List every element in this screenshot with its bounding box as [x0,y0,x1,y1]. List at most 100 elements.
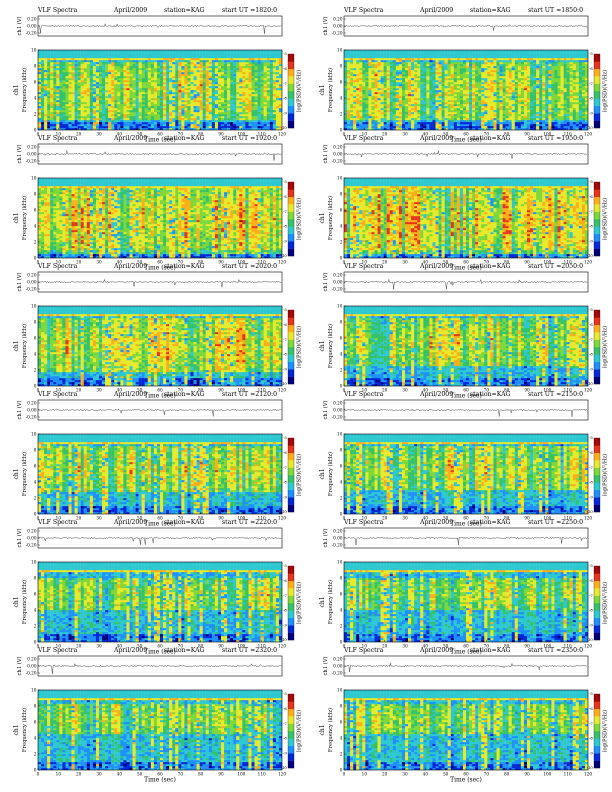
spectrogram-cell [169,56,173,59]
spectrogram-cell [92,122,97,125]
spectrogram-cell [575,104,579,107]
spectrogram-cell [47,66,51,69]
spectrogram-cell [153,62,158,65]
spectrogram-cell [202,80,206,83]
spectrogram-cell [202,120,206,123]
spectrogram-cell [450,98,454,101]
spectrogram-cell [254,82,258,85]
spectrogram-cell [517,108,522,111]
spectrogram-cell [71,62,75,65]
spectrogram-cell [95,56,100,59]
spectrogram-cell [59,116,63,119]
spectrogram-cell [251,62,255,65]
spectrogram-cell [447,114,451,117]
spectrogram-cell [260,120,264,123]
spectrogram-cell [214,104,219,107]
spectrogram-cell [239,56,243,59]
spectrogram-cell [420,88,424,91]
spectrogram-cell [123,118,127,121]
spectrogram-cell [257,76,261,79]
spectrogram-cell [169,84,173,87]
spectrogram-cell [469,104,473,107]
spectrogram-cell [542,88,546,91]
spectrogram-cell [278,58,282,61]
spectrogram-cell [242,54,246,57]
spectrogram-cell [514,112,518,115]
spectrogram-cell [190,124,194,127]
spectrogram-cell [554,126,558,129]
spectrogram-cell [272,78,277,81]
spectrogram-cell [444,122,448,125]
spectrogram-cell [447,88,451,91]
spectrogram-cell [380,114,384,117]
spectrogram-cell [123,70,127,73]
spectrogram-cell [398,118,403,121]
spectrogram-cell [199,84,203,87]
spectrogram-cell [344,126,348,129]
spectrogram-cell [74,74,78,77]
spectrogram-cell [156,104,161,107]
spectrogram-cell [450,108,454,111]
spectrogram-cell [269,82,273,85]
spectrogram-cell [138,54,142,57]
spectrogram-cell [193,52,197,55]
spectrogram-cell [248,82,252,85]
spectrogram-cell [578,122,583,125]
spectrogram-cell [254,120,258,123]
spectrogram-cell [62,112,66,115]
spectrogram-cell [221,70,225,73]
spectrogram-cell [236,104,240,107]
spectrogram-cell [156,64,161,67]
spectrogram-cell [263,72,267,75]
spectrogram-cell [147,94,151,97]
spectrogram-cell [163,72,167,75]
spectrogram-cell [251,98,255,101]
spectrogram-cell [214,112,219,115]
spectrogram-cell [144,60,148,63]
spectrogram-cell [147,110,151,113]
spectrogram-cell [224,64,228,67]
spectrogram-cell [487,124,491,127]
spectrogram-cell [138,98,142,101]
spectrogram-cell [217,62,222,65]
spectrogram-cell [217,64,222,67]
spectrogram-cell [359,92,363,95]
spectrogram-cell [523,98,528,101]
spectrogram-cell [77,52,81,55]
spectrogram-cell [272,102,277,105]
spectrogram-cell [581,120,586,123]
spectrogram-cell [156,92,161,95]
spectrogram-cell [435,126,439,129]
spectrogram-cell [511,114,515,117]
spectrogram-cell [114,86,118,89]
spectrogram-cell [132,58,136,61]
spectrogram-cell [141,110,145,113]
spectrogram-cell [166,56,170,59]
spectrogram-cell [117,82,121,85]
spectrogram-cell [257,68,261,71]
spectrogram-cell [462,92,467,95]
spectrogram-cell [83,112,87,115]
spectrogram-cell [263,76,267,79]
spectrogram-cell [251,50,255,53]
spectrogram-cell [251,72,255,75]
spectrogram-cell [184,52,188,55]
spectrogram-cell [350,94,354,97]
spectrogram-cell [77,110,81,113]
spectrogram-cell [578,94,583,97]
spectrogram-cell [166,126,170,129]
spectrogram-cell [239,78,243,81]
spectrogram-cell [266,64,270,67]
spectrogram-cell [435,116,439,119]
spectrogram-cell [426,102,430,105]
spectrogram-cell [74,76,78,79]
panel-start-time: start UT =1820:0 [222,7,277,14]
spectrogram-cell [150,88,155,91]
spectrogram-cell [224,76,228,79]
spectrogram-cell [251,120,255,123]
spectrogram-cell [493,92,497,95]
spectrogram-cell [89,52,94,55]
spectrogram-cell [569,110,573,113]
spectrogram-cell [563,98,567,101]
spectrogram-cell [224,124,228,127]
